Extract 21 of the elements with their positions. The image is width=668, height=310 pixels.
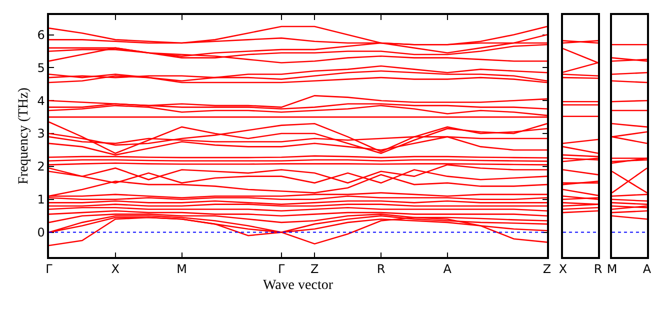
y-tick-label: 2	[37, 160, 45, 174]
x-tick-label: Z	[310, 262, 319, 276]
x-tick-label: M	[176, 262, 187, 276]
x-tick-label: M	[606, 262, 618, 276]
x-tick-label: R	[376, 262, 386, 276]
x-tick-label: X	[558, 262, 568, 276]
y-tick-label: 0	[37, 226, 45, 240]
y-axis-title: Frequency (THz)	[16, 87, 32, 184]
y-tick-label: 4	[37, 94, 45, 108]
x-tick-label: A	[642, 262, 652, 276]
x-tick-label: Γ	[46, 262, 53, 276]
x-tick-label: A	[443, 262, 452, 276]
y-tick-label: 5	[37, 60, 45, 75]
x-tick-label: R	[594, 262, 602, 276]
y-tick-label: 3	[37, 126, 45, 141]
x-tick-label: X	[111, 262, 120, 276]
x-tick-label: Z	[542, 262, 552, 276]
x-axis-title: Wave vector	[263, 278, 334, 293]
x-tick-label: Γ	[278, 262, 286, 276]
y-tick-label: 1	[37, 192, 45, 207]
y-tick-label: 6	[37, 28, 45, 42]
